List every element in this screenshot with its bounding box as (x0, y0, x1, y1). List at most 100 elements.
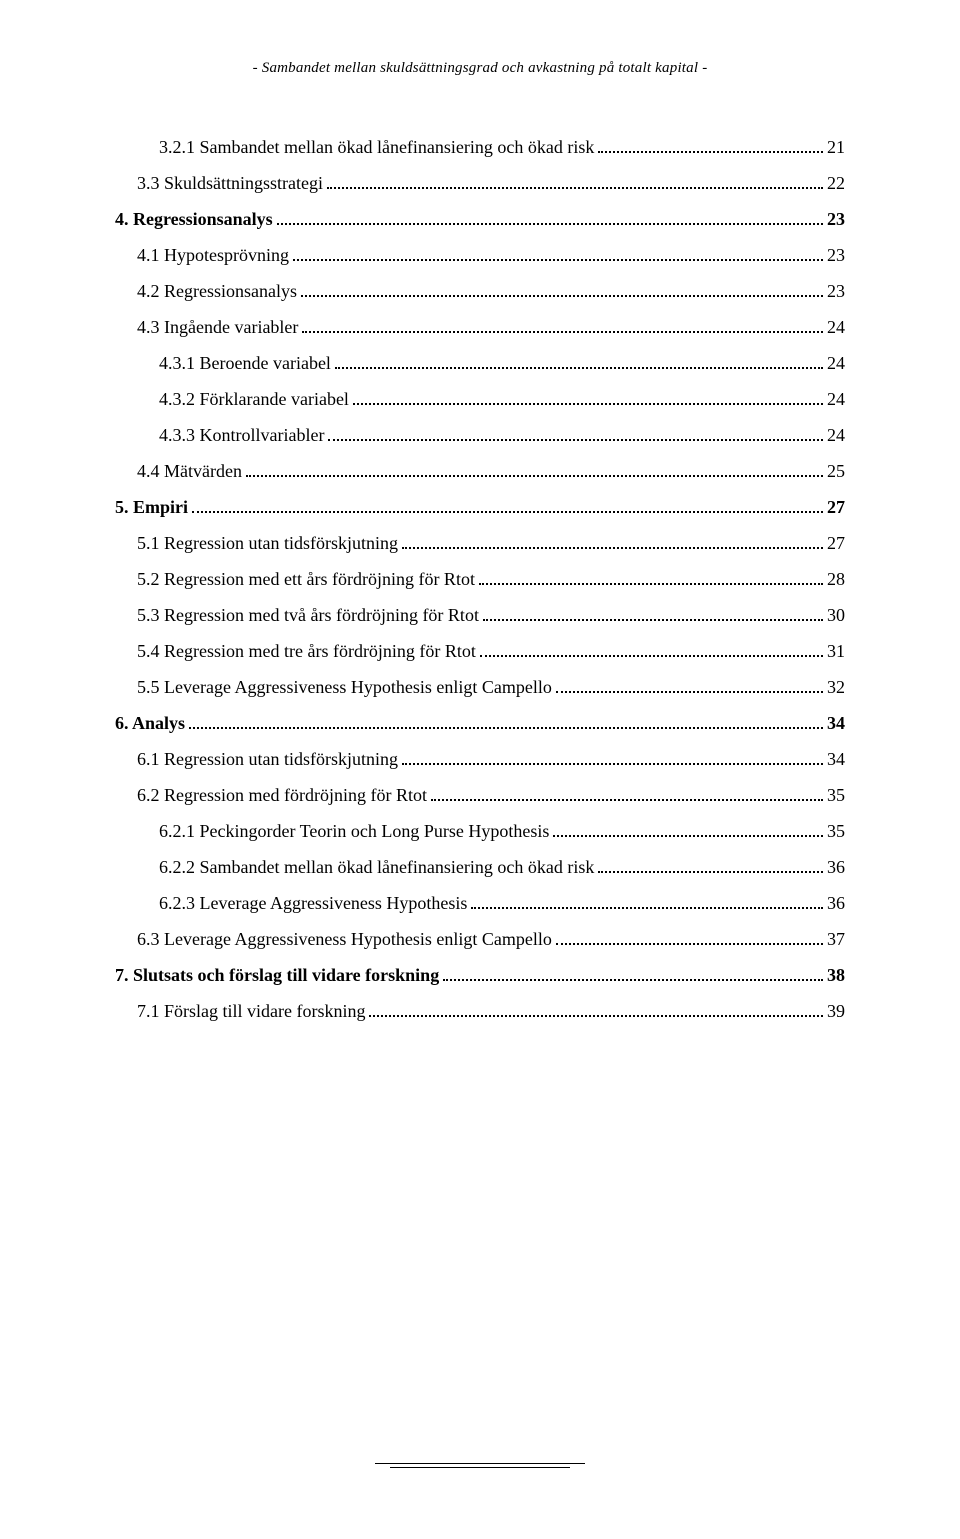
toc-page-number: 24 (827, 317, 845, 338)
toc-leader-dots (328, 439, 823, 441)
toc-entry: 5.1 Regression utan tidsförskjutning 27 (115, 533, 845, 554)
toc-leader-dots (246, 475, 823, 477)
toc-leader-dots (189, 727, 823, 729)
toc-entry: 5. Empiri 27 (115, 497, 845, 518)
toc-label: 4. Regressionsanalys (115, 209, 273, 230)
toc-entry: 6.2 Regression med fördröjning för Rtot 3… (115, 785, 845, 806)
toc-entry: 4.2 Regressionsanalys 23 (115, 281, 845, 302)
toc-label: 5. Empiri (115, 497, 188, 518)
toc-leader-dots (335, 367, 823, 369)
table-of-contents: 3.2.1 Sambandet mellan ökad lånefinansie… (115, 137, 845, 1022)
toc-label: 4.4 Mätvärden (137, 461, 242, 482)
toc-page-number: 27 (827, 497, 845, 518)
toc-label: 7. Slutsats och förslag till vidare fors… (115, 965, 439, 986)
toc-label: 6.2.2 Sambandet mellan ökad lånefinansie… (159, 857, 594, 878)
toc-entry: 6.1 Regression utan tidsförskjutning 34 (115, 749, 845, 770)
toc-page-number: 39 (827, 1001, 845, 1022)
toc-label: 6.2 Regression med fördröjning för Rtot (137, 785, 427, 806)
toc-entry: 4. Regressionsanalys 23 (115, 209, 845, 230)
toc-page-number: 34 (827, 713, 845, 734)
toc-page-number: 24 (827, 353, 845, 374)
toc-entry: 4.3 Ingående variabler 24 (115, 317, 845, 338)
toc-page-number: 32 (827, 677, 845, 698)
toc-page-number: 22 (827, 173, 845, 194)
toc-leader-dots (598, 871, 823, 873)
toc-page-number: 27 (827, 533, 845, 554)
toc-leader-dots (402, 547, 823, 549)
toc-leader-dots (301, 295, 823, 297)
toc-leader-dots (293, 259, 823, 261)
toc-entry: 6.2.2 Sambandet mellan ökad lånefinansie… (115, 857, 845, 878)
toc-leader-dots (556, 691, 823, 693)
toc-entry: 7.1 Förslag till vidare forskning 39 (115, 1001, 845, 1022)
toc-leader-dots (479, 583, 823, 585)
toc-label: 4.1 Hypotesprövning (137, 245, 289, 266)
toc-entry: 4.3.3 Kontrollvariabler 24 (115, 425, 845, 446)
toc-page-number: 31 (827, 641, 845, 662)
toc-entry: 3.2.1 Sambandet mellan ökad lånefinansie… (115, 137, 845, 158)
toc-entry: 7. Slutsats och förslag till vidare fors… (115, 965, 845, 986)
toc-leader-dots (553, 835, 823, 837)
toc-entry: 6.2.1 Peckingorder Teorin och Long Purse… (115, 821, 845, 842)
toc-label: 6.3 Leverage Aggressiveness Hypothesis e… (137, 929, 552, 950)
toc-page-number: 36 (827, 857, 845, 878)
toc-leader-dots (192, 511, 823, 513)
toc-label: 4.3 Ingående variabler (137, 317, 298, 338)
toc-leader-dots (277, 223, 823, 225)
toc-leader-dots (483, 619, 823, 621)
toc-leader-dots (556, 943, 823, 945)
toc-label: 6.2.1 Peckingorder Teorin och Long Purse… (159, 821, 549, 842)
toc-label: 5.2 Regression med ett års fördröjning f… (137, 569, 475, 590)
toc-page-number: 23 (827, 245, 845, 266)
toc-entry: 5.3 Regression med två års fördröjning f… (115, 605, 845, 626)
toc-page-number: 35 (827, 785, 845, 806)
toc-entry: 5.5 Leverage Aggressiveness Hypothesis e… (115, 677, 845, 698)
toc-entry: 6.3 Leverage Aggressiveness Hypothesis e… (115, 929, 845, 950)
toc-page-number: 25 (827, 461, 845, 482)
toc-entry: 4.1 Hypotesprövning 23 (115, 245, 845, 266)
page-header: - Sambandet mellan skuldsättningsgrad oc… (115, 60, 845, 77)
toc-page-number: 38 (827, 965, 845, 986)
toc-leader-dots (431, 799, 823, 801)
toc-label: 5.1 Regression utan tidsförskjutning (137, 533, 398, 554)
toc-leader-dots (369, 1015, 823, 1017)
toc-entry: 3.3 Skuldsättningsstrategi 22 (115, 173, 845, 194)
toc-page-number: 36 (827, 893, 845, 914)
toc-page-number: 35 (827, 821, 845, 842)
toc-label: 7.1 Förslag till vidare forskning (137, 1001, 365, 1022)
toc-label: 3.3 Skuldsättningsstrategi (137, 173, 323, 194)
toc-leader-dots (471, 907, 823, 909)
toc-page-number: 23 (827, 281, 845, 302)
toc-entry: 5.2 Regression med ett års fördröjning f… (115, 569, 845, 590)
toc-label: 6.2.3 Leverage Aggressiveness Hypothesis (159, 893, 467, 914)
toc-page-number: 24 (827, 425, 845, 446)
toc-page-number: 21 (827, 137, 845, 158)
toc-entry: 4.3.1 Beroende variabel 24 (115, 353, 845, 374)
toc-leader-dots (353, 403, 823, 405)
toc-page-number: 34 (827, 749, 845, 770)
toc-leader-dots (402, 763, 823, 765)
toc-leader-dots (443, 979, 823, 981)
toc-leader-dots (598, 151, 823, 153)
toc-label: 5.4 Regression med tre års fördröjning f… (137, 641, 476, 662)
toc-label: 5.3 Regression med två års fördröjning f… (137, 605, 479, 626)
toc-label: 4.2 Regressionsanalys (137, 281, 297, 302)
toc-label: 4.3.2 Förklarande variabel (159, 389, 349, 410)
toc-page-number: 23 (827, 209, 845, 230)
toc-entry: 6.2.3 Leverage Aggressiveness Hypothesis… (115, 893, 845, 914)
toc-page-number: 28 (827, 569, 845, 590)
toc-entry: 4.3.2 Förklarande variabel 24 (115, 389, 845, 410)
toc-page-number: 37 (827, 929, 845, 950)
toc-leader-dots (302, 331, 823, 333)
footer-divider (375, 1463, 585, 1464)
toc-entry: 4.4 Mätvärden 25 (115, 461, 845, 482)
toc-leader-dots (480, 655, 823, 657)
toc-entry: 5.4 Regression med tre års fördröjning f… (115, 641, 845, 662)
toc-label: 6. Analys (115, 713, 185, 734)
toc-label: 4.3.1 Beroende variabel (159, 353, 331, 374)
toc-label: 4.3.3 Kontrollvariabler (159, 425, 324, 446)
toc-leader-dots (327, 187, 823, 189)
toc-page-number: 24 (827, 389, 845, 410)
toc-label: 6.1 Regression utan tidsförskjutning (137, 749, 398, 770)
toc-page-number: 30 (827, 605, 845, 626)
